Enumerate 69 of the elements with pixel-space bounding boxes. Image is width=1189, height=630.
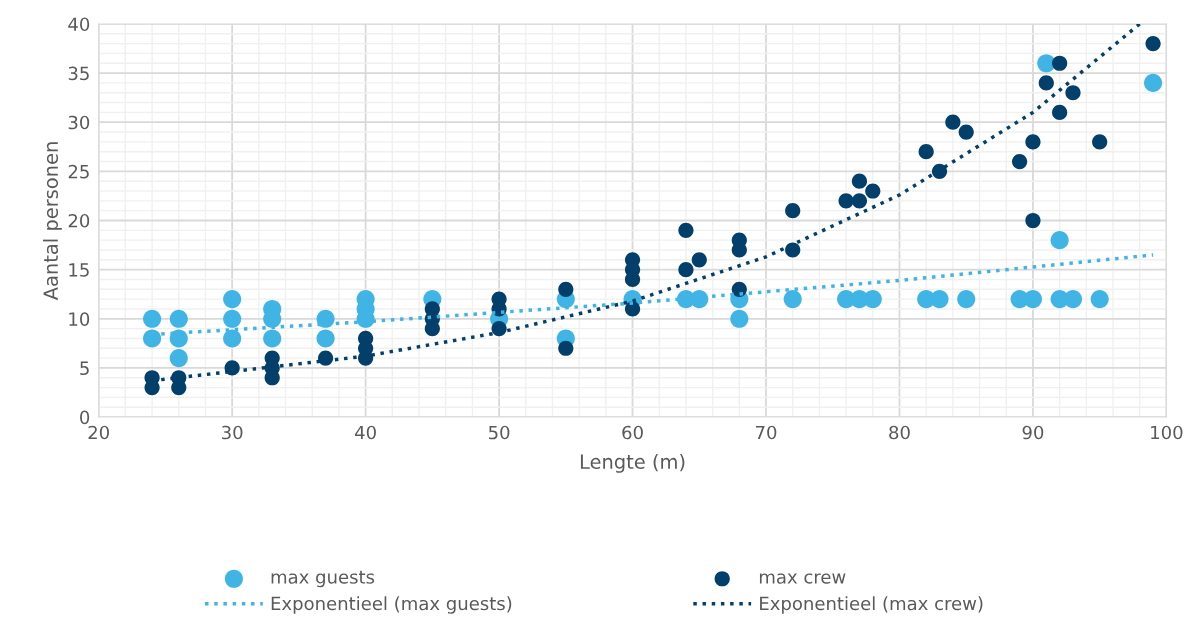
- point: [558, 340, 574, 356]
- point: [958, 124, 974, 140]
- x-axis-title: Lengte (m): [580, 454, 685, 473]
- point: [945, 114, 961, 130]
- y-axis-title: Aantal personen: [43, 142, 62, 301]
- point: [678, 222, 694, 238]
- x-tick-label: 60: [622, 425, 643, 440]
- point: [1090, 290, 1109, 309]
- point: [1038, 75, 1054, 91]
- legend-label: max guests: [271, 570, 375, 588]
- point: [730, 309, 749, 328]
- y-tick-label: 20: [68, 213, 90, 228]
- point: [263, 329, 282, 348]
- point: [838, 193, 854, 209]
- point: [691, 252, 707, 268]
- y-tick-label: 35: [68, 66, 89, 81]
- point: [624, 301, 641, 317]
- legend-label: Exponentieel (max crew): [760, 596, 983, 614]
- point: [1025, 212, 1041, 229]
- point: [851, 173, 868, 189]
- point: [316, 329, 335, 348]
- y-tick-label: 10: [69, 312, 90, 326]
- x-tick-label: 80: [889, 425, 910, 440]
- point: [785, 242, 801, 258]
- point: [223, 329, 242, 348]
- point: [491, 321, 507, 337]
- point: [1052, 104, 1068, 120]
- y-tick-label: 30: [68, 115, 90, 130]
- point: [731, 281, 747, 297]
- point: [783, 290, 802, 309]
- point: [865, 183, 881, 199]
- legend-label: max crew: [759, 573, 846, 584]
- point: [223, 309, 242, 328]
- x-tick-label: 100: [1151, 425, 1183, 440]
- y-tick-label: 40: [68, 17, 90, 32]
- x-tick-label: 90: [1022, 425, 1044, 440]
- legend-label: Exponentieel (max guests): [271, 596, 512, 614]
- point: [1145, 35, 1161, 52]
- point: [264, 370, 280, 386]
- point: [1011, 153, 1028, 170]
- x-tick-label: 70: [756, 425, 777, 440]
- point: [424, 321, 440, 337]
- point: [1052, 55, 1068, 71]
- y-tick-label: 25: [68, 164, 89, 179]
- point: [1025, 134, 1041, 150]
- point: [1092, 134, 1108, 150]
- point: [558, 281, 574, 297]
- point: [169, 309, 188, 328]
- point: [1050, 231, 1069, 250]
- y-tick-label: 5: [80, 361, 89, 376]
- point: [851, 193, 868, 209]
- point: [223, 290, 242, 309]
- point: [317, 350, 334, 366]
- point: [1144, 73, 1163, 92]
- x-tick-label: 50: [488, 425, 510, 440]
- point: [957, 290, 976, 309]
- point: [785, 203, 801, 219]
- point: [143, 329, 162, 348]
- point: [931, 163, 948, 179]
- point: [143, 309, 162, 328]
- point: [678, 262, 694, 278]
- x-tick-label: 30: [222, 425, 243, 440]
- y-tick-label: 0: [80, 410, 90, 425]
- point: [169, 349, 188, 368]
- point: [1063, 290, 1083, 309]
- x-tick-label: 40: [355, 425, 376, 440]
- y-tick-label: 15: [69, 263, 89, 277]
- point: [1065, 85, 1081, 101]
- point: [918, 144, 934, 160]
